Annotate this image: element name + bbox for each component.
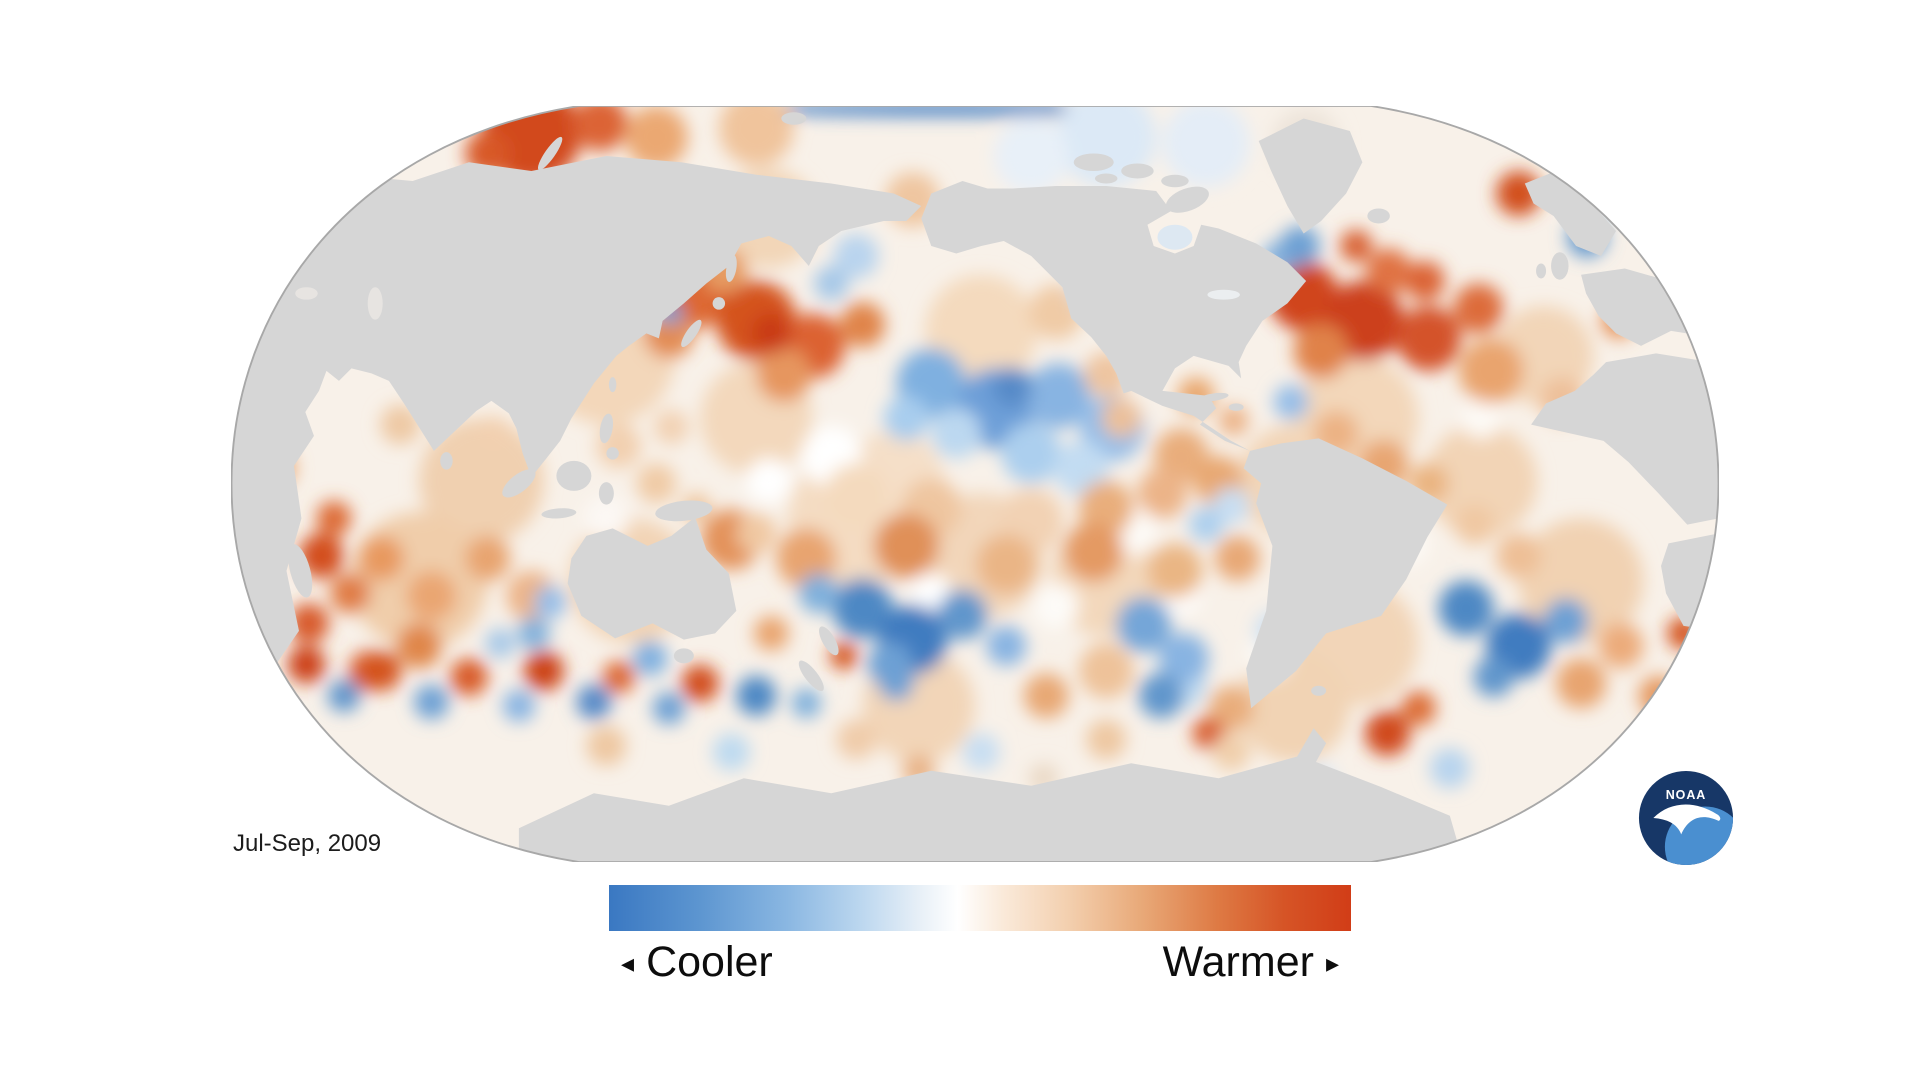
landmass-north_america [921, 180, 1307, 451]
landmass-antarctica [518, 755, 1469, 862]
landmass-greenland [1258, 118, 1363, 234]
landmass-antarctic_peninsula [1296, 728, 1327, 771]
right-arrow-icon: ▸ [1325, 947, 1339, 978]
noaa-bird-icon [1653, 804, 1721, 835]
color-scale-bar [609, 885, 1351, 931]
noaa-logo: NOAA [1638, 770, 1734, 866]
date-label: Jul-Sep, 2009 [233, 830, 382, 857]
cooler-text: Cooler [646, 938, 773, 986]
anomaly-layer [255, 106, 1700, 799]
warmer-label: Warmer ▸ [1163, 938, 1339, 987]
world-map [231, 106, 1719, 862]
world-map-figure [231, 106, 1719, 862]
left-arrow-icon: ◂ [621, 947, 635, 978]
noaa-logo-text: NOAA [1666, 788, 1707, 802]
map-outline [231, 106, 1719, 862]
warmer-text: Warmer [1162, 938, 1314, 986]
cooler-label: ◂ Cooler [621, 938, 773, 987]
landmass-eurasia [231, 155, 922, 478]
color-scale-labels: ◂ Cooler Warmer ▸ [609, 938, 1351, 987]
landmass-australia [567, 517, 737, 640]
landmass-south_america [1243, 438, 1448, 709]
land-layer [231, 112, 1719, 862]
landmass-nw_africa [1531, 353, 1719, 525]
